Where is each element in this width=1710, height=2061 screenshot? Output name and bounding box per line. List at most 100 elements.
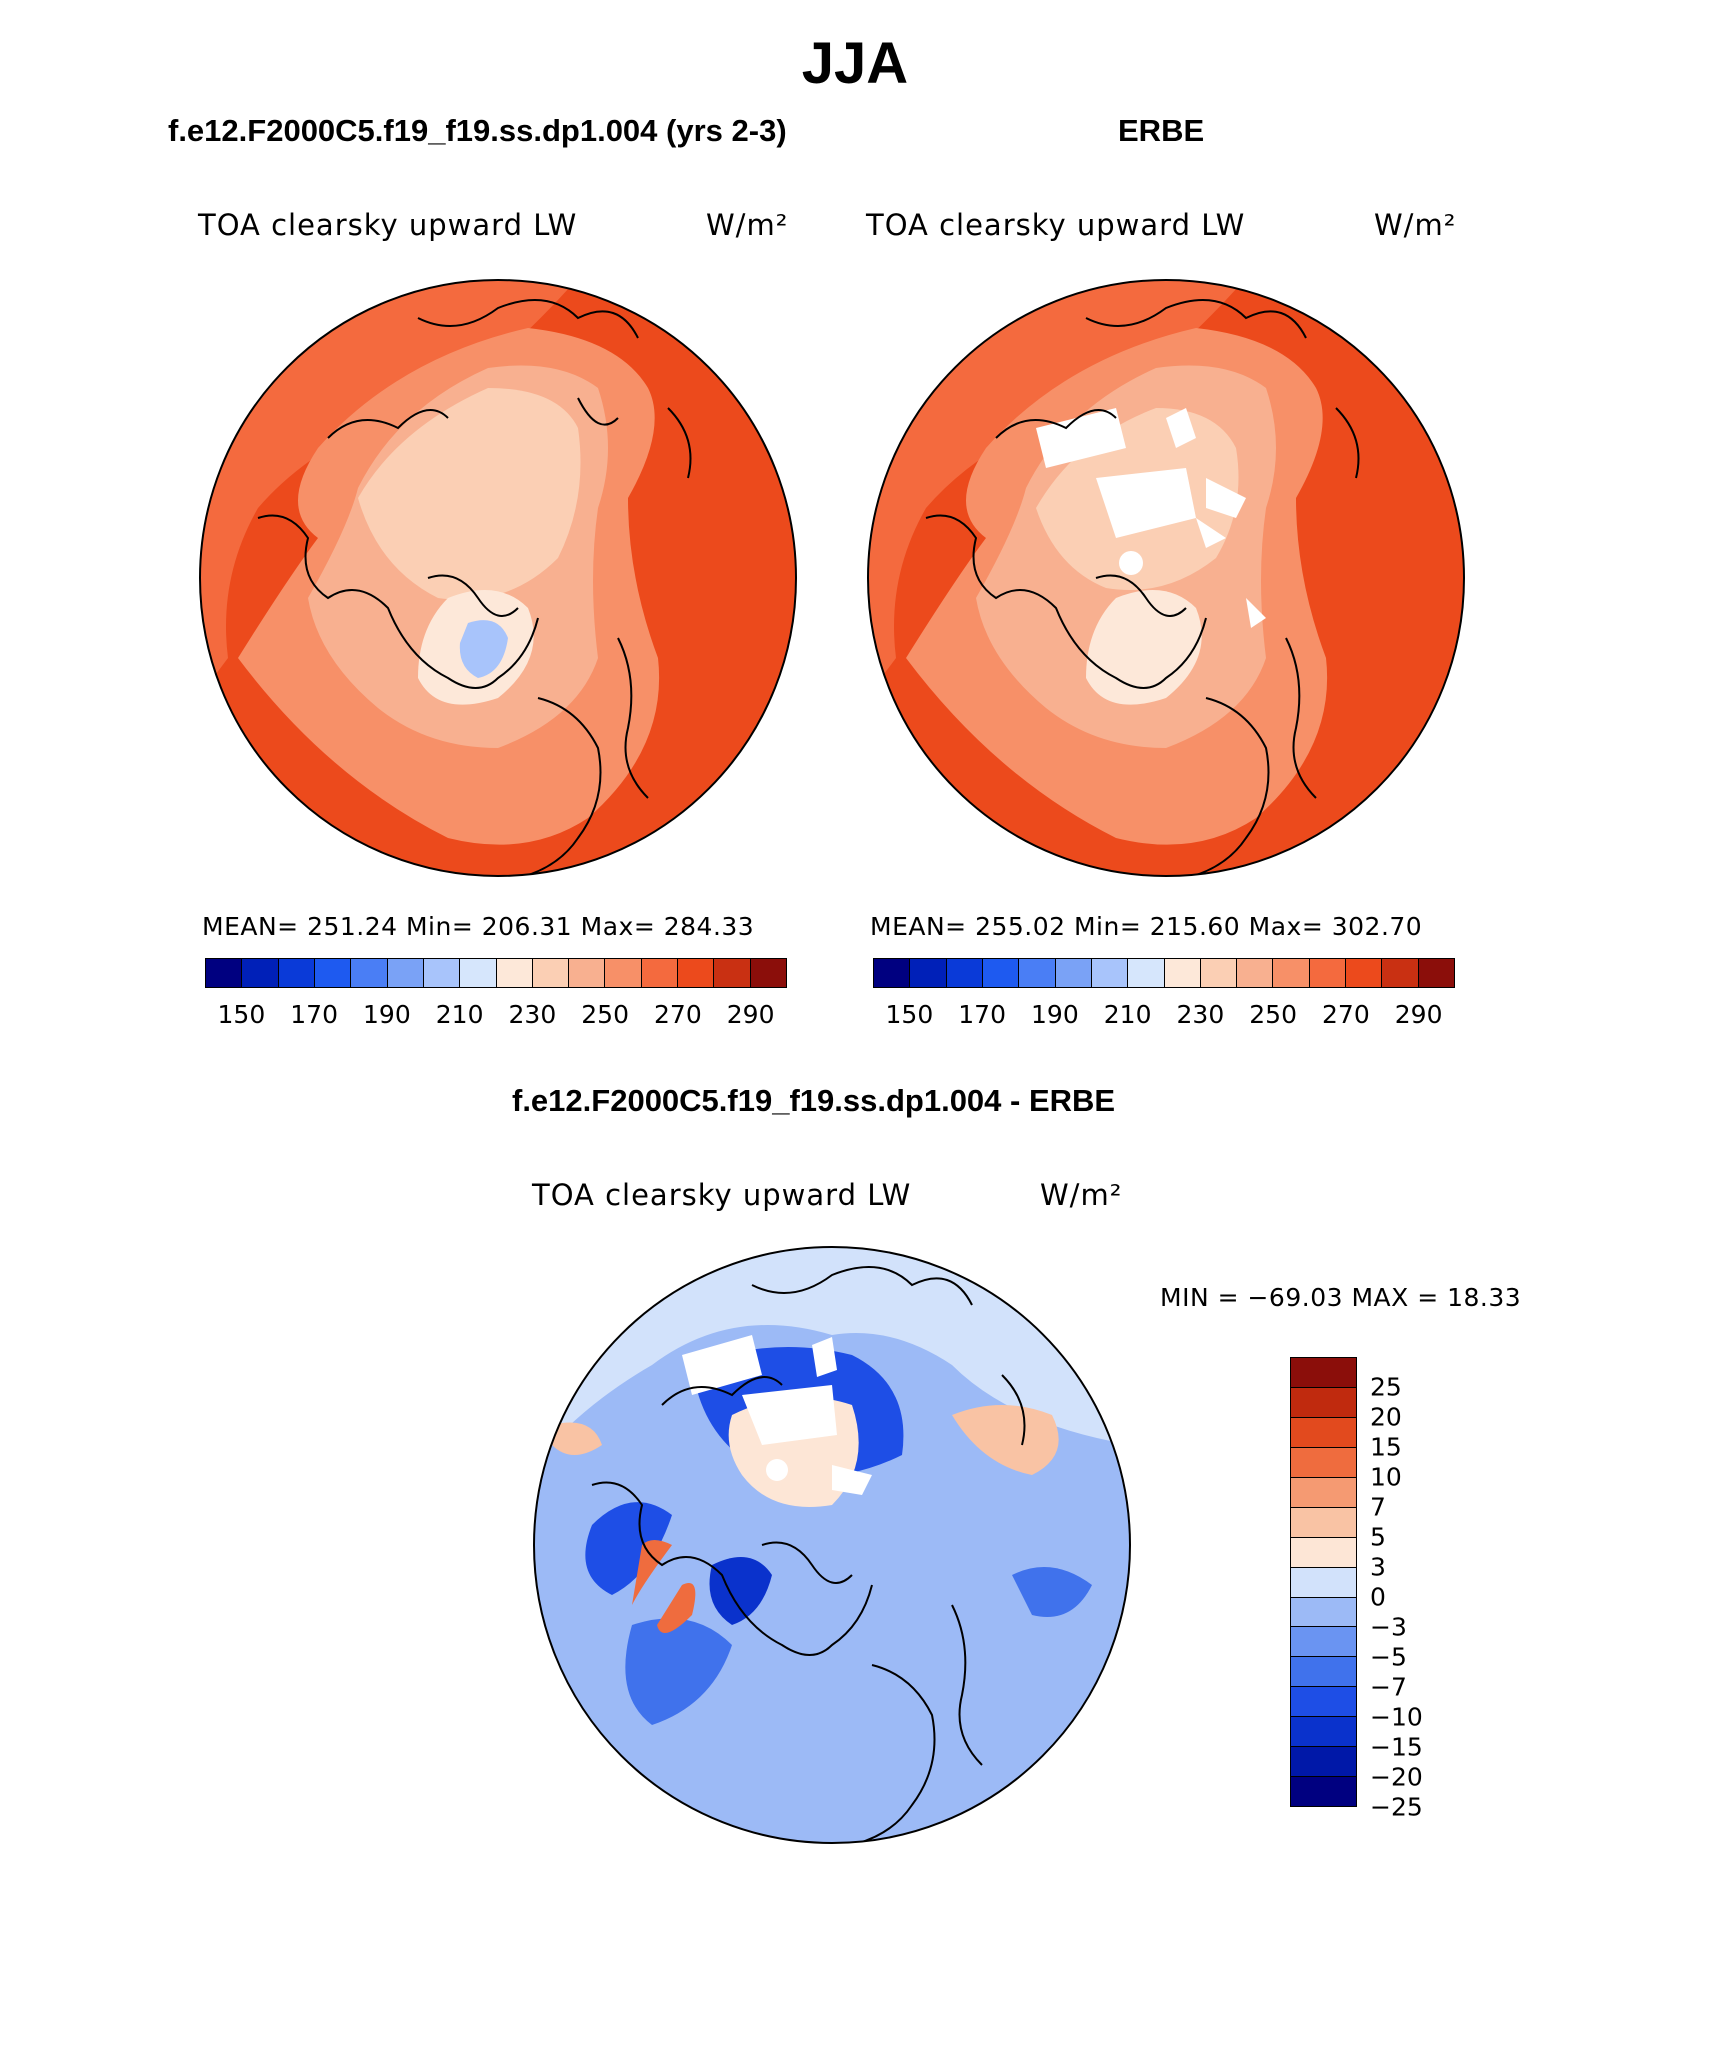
field-arctic-ocean — [358, 388, 581, 600]
colorbar-swatch — [1291, 1537, 1356, 1568]
colorbar-swatch — [423, 959, 461, 987]
colorbar-swatch — [605, 959, 642, 987]
colorbar-tick-label: −3 — [1370, 1612, 1407, 1642]
stats-diff: MIN = −69.03 MAX = 18.33 — [1160, 1283, 1522, 1312]
missing-data — [1036, 408, 1266, 628]
colorbar-tick-label: 230 — [508, 1000, 557, 1029]
colorbar-swatch — [910, 959, 947, 987]
colorbar-tick-label: 7 — [1370, 1492, 1386, 1522]
colorbar-swatch — [1291, 1777, 1356, 1807]
colorbar-tick-label: −5 — [1370, 1642, 1407, 1672]
colorbar-swatch — [1200, 959, 1238, 987]
colorbar-swatch — [351, 959, 388, 987]
colorbar-obs — [873, 958, 1455, 988]
colorbar-swatch — [1382, 959, 1419, 987]
map-frame — [199, 279, 797, 877]
colorbar-ticks-model: 150 170 190 210 230 250 270 290 — [205, 1000, 787, 1030]
colorbar-swatch — [496, 959, 533, 987]
colorbar-swatch — [314, 959, 352, 987]
colorbar-swatch — [1291, 1447, 1356, 1478]
units-label-model: W/m² — [706, 208, 789, 242]
colorbar-swatch — [641, 959, 679, 987]
colorbar-swatch — [1418, 959, 1454, 987]
coastlines — [257, 299, 692, 876]
colorbar-swatch — [1291, 1627, 1356, 1658]
colorbar-swatch — [1309, 959, 1347, 987]
colorbar-swatch — [242, 959, 279, 987]
colorbar-swatch — [1273, 959, 1310, 987]
colorbar-tick-label: 3 — [1370, 1552, 1386, 1582]
colorbar-swatch — [1291, 1597, 1356, 1628]
field-band-ne — [200, 280, 578, 698]
colorbar-tick-label: 210 — [435, 1000, 484, 1029]
colorbar-swatch — [1291, 1717, 1356, 1748]
colorbar-tick-label: −20 — [1370, 1762, 1423, 1792]
colorbar-tick-label: 10 — [1370, 1462, 1402, 1492]
colorbar-tick-label: 270 — [1322, 1000, 1370, 1029]
colorbar-tick-label: 150 — [217, 1000, 266, 1029]
colorbar-swatch — [1291, 1477, 1356, 1508]
colorbar-swatch — [946, 959, 983, 987]
colorbar-tick-label: −15 — [1370, 1732, 1423, 1762]
field-diff-warm-4 — [552, 1422, 602, 1455]
colorbar-swatch — [1291, 1657, 1356, 1688]
colorbar-swatch — [874, 959, 911, 987]
colorbar-tick-label: 190 — [363, 1000, 411, 1029]
field-diff-warm-3 — [952, 1405, 1059, 1475]
colorbar-tick-label: 150 — [885, 1000, 934, 1029]
field-diff-cold-2 — [625, 1618, 732, 1725]
colorbar-swatch — [1055, 959, 1092, 987]
colorbar-swatch — [460, 959, 497, 987]
colorbar-swatch — [1291, 1417, 1356, 1448]
colorbar-swatch — [1291, 1507, 1356, 1538]
colorbar-swatch — [714, 959, 751, 987]
colorbar-swatch — [678, 959, 715, 987]
colorbar-swatch — [387, 959, 424, 987]
colorbar-tick-label: 25 — [1370, 1372, 1402, 1402]
missing-data — [682, 1335, 872, 1495]
colorbar-tick-label: −7 — [1370, 1672, 1407, 1702]
field-diff-cold-1 — [585, 1502, 672, 1595]
units-label-obs: W/m² — [1374, 208, 1457, 242]
coastlines — [925, 299, 1360, 876]
colorbar-ticks-diff: 25 20 15 10 7 5 3 0 −3 −5 −7 −10 −15 −20 −25 — [1370, 1357, 1450, 1822]
colorbar-tick-label: 170 — [290, 1000, 338, 1029]
colorbar-swatch — [1019, 959, 1056, 987]
colorbar-ticks-obs: 150 170 190 210 230 250 270 290 — [873, 1000, 1455, 1030]
colorbar-tick-label: 210 — [1103, 1000, 1152, 1029]
panel-title-model: f.e12.F2000C5.f19_f19.ss.dp1.004 (yrs 2-… — [168, 113, 787, 148]
field-diff-north — [534, 1247, 1130, 1465]
variable-label-diff: TOA clearsky upward LW — [532, 1178, 912, 1212]
colorbar-tick-label: −10 — [1370, 1702, 1423, 1732]
colorbar-swatch — [1128, 959, 1165, 987]
colorbar-model — [205, 958, 787, 988]
map-frame — [533, 1246, 1131, 1844]
variable-label-obs: TOA clearsky upward LW — [866, 208, 1246, 242]
colorbar-swatch — [569, 959, 606, 987]
colorbar-tick-label: 290 — [726, 1000, 775, 1029]
colorbar-tick-label: 20 — [1370, 1402, 1402, 1432]
polar-map-obs — [867, 279, 1465, 877]
colorbar-swatch — [1291, 1387, 1356, 1418]
colorbar-tick-label: 230 — [1176, 1000, 1225, 1029]
coastlines — [591, 1266, 1026, 1843]
colorbar-swatch — [532, 959, 570, 987]
page-title: JJA — [801, 31, 909, 96]
colorbar-tick-label: −25 — [1370, 1792, 1423, 1822]
colorbar-swatch — [1291, 1687, 1356, 1718]
field-greenland — [1086, 590, 1202, 705]
polar-map-diff — [533, 1246, 1131, 1844]
stats-obs: MEAN= 255.02 Min= 215.60 Max= 302.70 — [870, 912, 1423, 941]
colorbar-tick-label: 170 — [958, 1000, 1006, 1029]
colorbar-tick-label: 270 — [654, 1000, 702, 1029]
colorbar-tick-label: 0 — [1370, 1582, 1386, 1612]
colorbar-swatch — [206, 959, 243, 987]
field-diff-cold-greenland — [709, 1557, 772, 1625]
colorbar-tick-label: 15 — [1370, 1432, 1402, 1462]
field-diff-cold-4 — [1012, 1567, 1092, 1617]
polar-map-model — [199, 279, 797, 877]
field-diff-warm-1 — [632, 1540, 672, 1605]
colorbar-swatch — [1291, 1567, 1356, 1598]
colorbar-swatch — [982, 959, 1020, 987]
units-label-diff: W/m² — [1040, 1178, 1123, 1212]
